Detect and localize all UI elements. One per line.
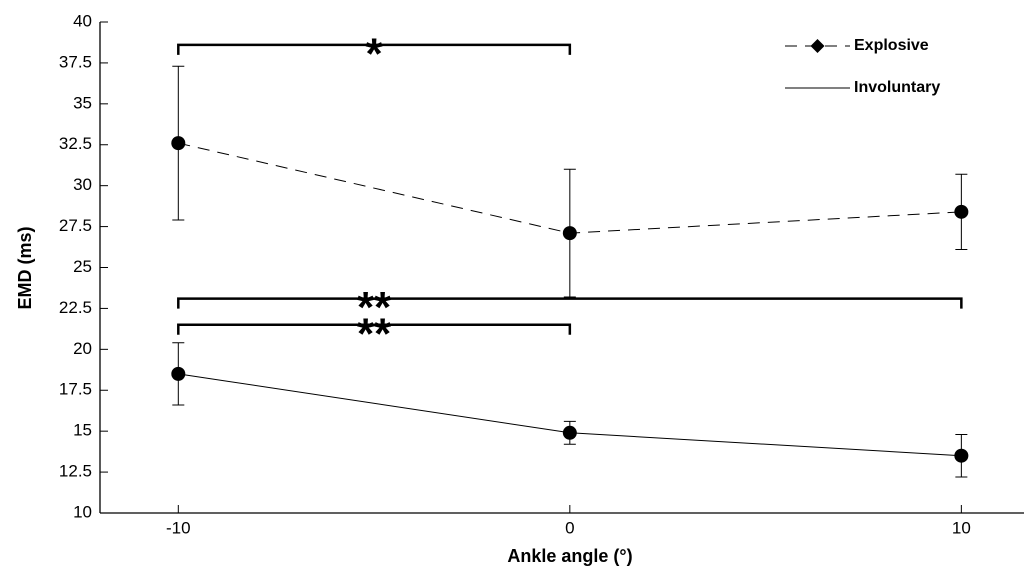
data-point	[562, 226, 577, 241]
y-tick-label: 22.5	[59, 298, 92, 317]
significance-bracket	[177, 297, 963, 309]
x-tick-label: 0	[565, 518, 574, 537]
y-tick-label: 20	[73, 339, 92, 358]
x-axis-label: Ankle angle (°)	[507, 546, 632, 566]
data-point	[171, 136, 186, 151]
y-axis-label: EMD (ms)	[15, 226, 35, 309]
significance-label: *	[366, 30, 384, 79]
legend-label: Involuntary	[854, 79, 940, 96]
y-tick-label: 17.5	[59, 380, 92, 399]
significance-bracket	[177, 323, 572, 335]
y-tick-label: 35	[73, 93, 92, 112]
y-tick-label: 12.5	[59, 462, 92, 481]
significance-label: **	[357, 309, 392, 358]
legend-label: Explosive	[854, 37, 929, 54]
data-point	[562, 425, 577, 440]
y-tick-label: 40	[73, 11, 92, 30]
x-tick-label: 10	[952, 518, 971, 537]
significance-bracket	[177, 43, 572, 55]
y-tick-label: 15	[73, 421, 92, 440]
legend-marker	[810, 39, 825, 53]
data-point	[171, 366, 186, 381]
x-tick-label: -10	[166, 518, 191, 537]
data-point	[954, 204, 969, 219]
y-tick-label: 27.5	[59, 216, 92, 235]
y-tick-label: 10	[73, 502, 92, 521]
y-tick-label: 25	[73, 257, 92, 276]
y-tick-label: 37.5	[59, 52, 92, 71]
data-point	[954, 448, 969, 463]
y-tick-label: 32.5	[59, 134, 92, 153]
y-tick-label: 30	[73, 175, 92, 194]
